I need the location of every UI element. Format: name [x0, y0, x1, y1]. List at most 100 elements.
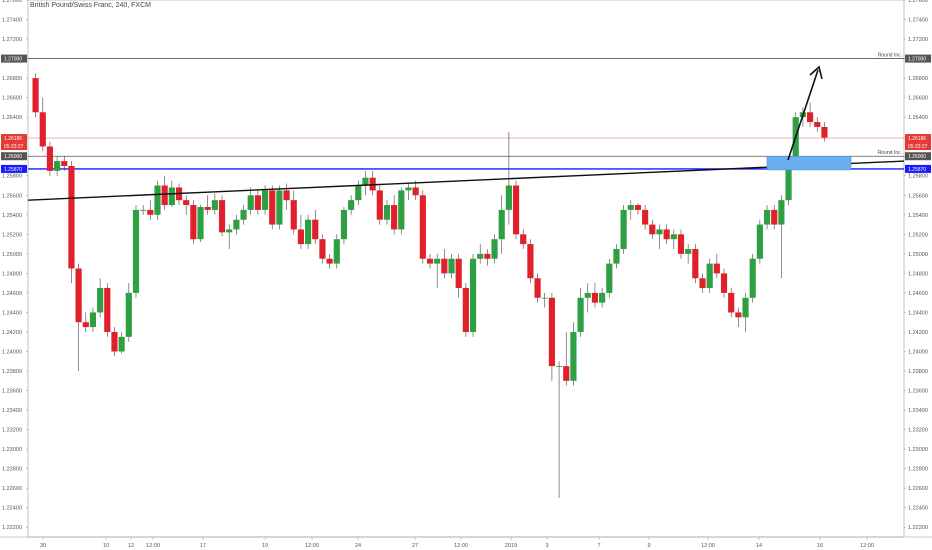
- price-tag-right: [905, 134, 931, 143]
- candle-body: [599, 292, 606, 303]
- candle-body: [355, 185, 362, 201]
- y-tick-label-left: 1.25200: [2, 232, 22, 238]
- candle-body: [749, 258, 756, 298]
- candle-body: [728, 292, 735, 313]
- candle-body: [89, 312, 97, 328]
- x-tick-label: 12:00: [860, 543, 874, 549]
- y-tick-label-left: 1.23200: [2, 428, 22, 434]
- y-tick-label-left: 1.25800: [2, 174, 22, 180]
- candle-body: [699, 278, 706, 289]
- candle-body: [426, 258, 434, 264]
- x-tick-label: 14: [756, 543, 762, 549]
- x-tick-label: 2019: [505, 543, 517, 549]
- y-tick-label-left: 1.25000: [2, 252, 22, 258]
- x-tick-label: 10: [103, 543, 109, 549]
- candle-body: [154, 185, 161, 215]
- candle-body: [326, 258, 333, 264]
- candle-body: [405, 187, 412, 191]
- y-tick-label-left: 1.24800: [2, 271, 22, 277]
- candle-body: [577, 297, 584, 332]
- price-tag-text: 1.27000: [4, 57, 22, 63]
- candle-body: [685, 248, 692, 254]
- y-tick-label-left: 1.25600: [2, 193, 22, 199]
- candle-body: [720, 273, 728, 293]
- y-tick-label-right: 1.22400: [908, 506, 928, 512]
- x-tick-label: 7: [597, 543, 600, 549]
- candle-body: [211, 200, 218, 210]
- candle-body: [247, 195, 254, 210]
- candle-body: [369, 177, 376, 191]
- y-tick-label-left: 1.27200: [2, 37, 22, 43]
- candle-body: [197, 206, 204, 240]
- candle-body: [448, 258, 455, 274]
- y-tick-label-right: 1.25000: [908, 252, 928, 258]
- y-tick-label-left: 1.24000: [2, 349, 22, 355]
- y-tick-label-right: 1.25800: [908, 174, 928, 180]
- candle-body: [613, 248, 620, 264]
- candle-body: [111, 331, 118, 352]
- candle-body: [563, 366, 570, 381]
- candle-body: [570, 331, 577, 381]
- candle-body: [656, 229, 663, 235]
- price-tag-text: 1.26000: [908, 154, 926, 160]
- candle-body: [104, 288, 111, 332]
- y-tick-label-left: 1.22800: [2, 467, 22, 473]
- price-tag-text: 1.26000: [4, 154, 22, 160]
- candle-body: [125, 292, 132, 337]
- y-tick-label-right: 1.23000: [908, 447, 928, 453]
- candle-body: [735, 312, 742, 318]
- y-tick-label-right: 1.24600: [908, 291, 928, 297]
- y-tick-label-right: 1.25400: [908, 213, 928, 219]
- y-tick-label-right: 1.25600: [908, 193, 928, 199]
- chart-title: British Pound/Swiss Franc, 240, FXCM: [30, 2, 151, 9]
- x-tick-label: 12:00: [454, 543, 468, 549]
- candle-body: [814, 122, 821, 127]
- y-tick-label-left: 1.22600: [2, 486, 22, 492]
- price-tag-right: [905, 164, 931, 173]
- candle-body: [319, 239, 326, 259]
- candle-body: [706, 263, 713, 289]
- candle-body: [627, 205, 634, 210]
- x-tick-label: 3: [545, 543, 548, 549]
- y-tick-label-right: 1.27400: [908, 18, 928, 24]
- y-tick-label-left: 1.22200: [2, 525, 22, 531]
- candle-body: [32, 78, 39, 113]
- candle-body: [663, 229, 670, 240]
- price-tag-text: 1.26186: [908, 136, 926, 142]
- candle-body: [168, 187, 175, 206]
- candle-body: [61, 161, 68, 166]
- y-tick-label-right: 1.22800: [908, 467, 928, 473]
- candle-body: [240, 209, 247, 220]
- level-text: Round Inc.: [878, 150, 902, 156]
- candle-body: [484, 253, 491, 259]
- candle-body: [297, 229, 305, 245]
- y-tick-label-right: 1.23600: [908, 389, 928, 395]
- candle-body: [455, 258, 462, 289]
- candle-body: [118, 336, 125, 352]
- trendline: [27, 160, 905, 201]
- price-tag-text: 1.27000: [908, 57, 926, 63]
- price-tag-right: [905, 54, 931, 63]
- timer-tag-text: 05:23:27: [4, 144, 24, 150]
- x-tick-label: 16: [817, 543, 823, 549]
- x-tick-label: 12:00: [305, 543, 319, 549]
- y-tick-label-right: 1.24800: [908, 271, 928, 277]
- candle-body: [821, 126, 828, 138]
- candle-body: [305, 219, 312, 245]
- y-tick-label-left: 1.24600: [2, 291, 22, 297]
- candle-body: [527, 244, 534, 279]
- price-tag-text: 1.25870: [4, 167, 22, 173]
- candle-body: [512, 185, 520, 235]
- candle-body: [140, 209, 147, 211]
- y-tick-label-left: 1.26400: [2, 115, 22, 121]
- candle-body: [333, 239, 340, 264]
- plot-frame: [27, 0, 905, 538]
- candle-body: [756, 224, 763, 259]
- candle-body: [434, 258, 441, 264]
- x-tick-label: 27: [412, 543, 418, 549]
- candle-body: [778, 200, 785, 225]
- candle-body: [190, 205, 197, 240]
- candle-body: [233, 219, 240, 230]
- candle-body: [441, 258, 448, 274]
